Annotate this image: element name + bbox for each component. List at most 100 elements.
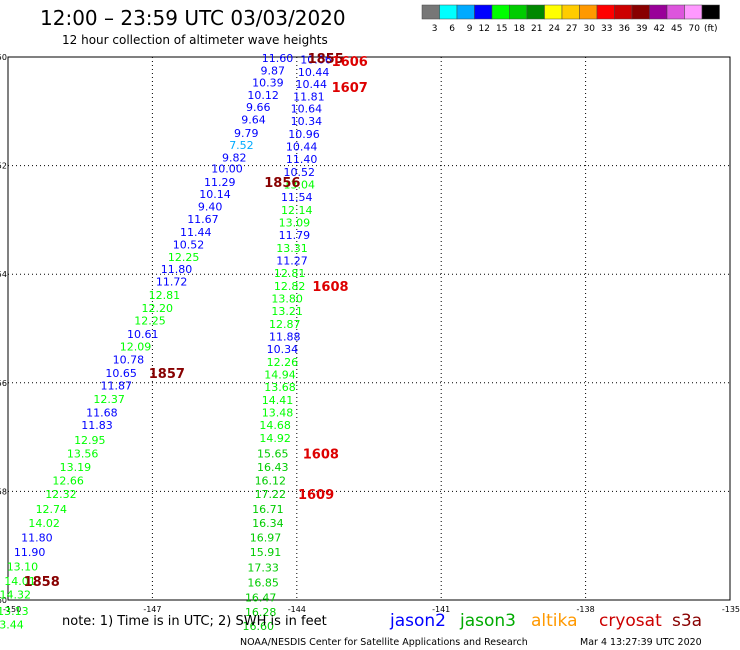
colorbar-swatch [631,4,650,20]
wave-height-label: 11.90 [14,546,46,559]
wave-height-label: 14.68 [259,419,291,432]
colorbar-swatch [491,4,510,20]
y-tick-label: -58 [0,487,7,496]
plot-frame [7,56,731,601]
pass-time-label: 1608 [312,280,348,295]
wave-height-label: 16.71 [252,503,284,516]
wave-height-label: 16.47 [245,591,277,604]
wave-height-label: 13.31 [276,242,308,255]
wave-height-label: 13.13 [0,605,29,618]
y-tick-label: -50 [0,53,7,62]
x-tick-label: -135 [722,605,740,614]
wave-height-label: 12.95 [74,434,106,447]
colorbar-swatch [666,4,685,20]
colorbar-swatch [474,4,493,20]
wave-height-label: 9.79 [234,127,259,140]
y-tick-label: -56 [0,379,7,388]
x-tick-label: -144 [288,605,306,614]
colorbar-label: (ft) [704,24,718,34]
colorbar-label: 45 [671,24,682,34]
wave-height-label: 12.25 [134,314,166,327]
wave-height-label: 13.09 [279,217,311,230]
wave-height-label: 13.04 [283,179,315,192]
wave-height-label: 16.60 [243,620,275,633]
colorbar-label: 15 [496,24,507,34]
footer-timestamp: Mar 4 13:27:39 UTC 2020 [580,637,702,648]
wave-height-label: 10.44 [298,66,330,79]
x-tick-label: -147 [143,605,161,614]
wave-height-label: 12.32 [45,488,77,501]
wave-height-label: 11.54 [281,191,313,204]
wave-height-label: 10.34 [267,343,299,356]
wave-height-label: 10.39 [252,77,284,90]
wave-height-label: 11.29 [204,176,236,189]
colorbar-swatch [456,4,475,20]
wave-height-label: 11.27 [276,255,308,268]
footer-note: note: 1) Time is in UTC; 2) SWH is in fe… [62,614,327,629]
wave-height-label: 9.87 [260,65,285,78]
wave-height-label: 12.81 [149,289,181,302]
x-tick-label: -138 [577,605,595,614]
pass-time-label: 1856 [264,176,300,191]
x-tick-label: -141 [432,605,450,614]
colorbar-label: 42 [654,24,665,34]
wave-height-label: 11.88 [269,331,301,344]
colorbar-swatch [614,4,633,20]
colorbar-label: 18 [514,24,526,34]
wave-height-label: 14.02 [28,517,60,530]
colorbar-swatch [509,4,528,20]
pass-time-label: 1607 [332,81,368,96]
wave-height-label: 10.52 [283,166,315,179]
wave-height-label: 10.96 [288,128,320,141]
colorbar-label: 33 [601,24,612,34]
wave-height-label: 16.85 [247,577,279,590]
wave-height-label: 16.12 [255,475,287,488]
wave-height-label: 12.25 [168,251,200,264]
wave-height-label: 14.41 [262,394,294,407]
wave-height-label: 13.10 [7,560,39,573]
wave-height-label: 11.79 [279,229,311,242]
wave-height-label: 12.74 [36,503,68,516]
pass-time-label: 1857 [149,367,185,382]
wave-height-label: 16.28 [245,606,277,619]
wave-height-label: 10.14 [199,188,231,201]
colorbar-label: 70 [689,24,701,34]
wave-height-label: 13.48 [262,407,294,420]
pass-time-label: 1609 [298,488,334,503]
y-tick-label: -52 [0,162,7,171]
wave-height-label: 10.12 [247,89,279,102]
colorbar-swatch [579,4,598,20]
colorbar-label: 30 [584,24,596,34]
colorbar-swatch [596,4,615,20]
wave-height-label: 13.19 [60,461,92,474]
wave-height-label: 12.82 [274,280,306,293]
wave-height-label: 14.01 [4,575,36,588]
wave-height-label: 14.32 [0,589,31,602]
colorbar-label: 27 [566,24,577,34]
wave-height-label: 15.91 [250,546,282,559]
wave-height-label: 10.06 [300,54,332,67]
colorbar-label: 24 [549,24,561,34]
pass-time-label: 1606 [332,55,368,70]
colorbar-label: 39 [636,24,648,34]
wave-height-label: 14.92 [259,432,291,445]
pass-time-label: 1608 [303,447,339,462]
wave-height-label: 12.14 [281,204,313,217]
wave-height-label: 13.80 [271,293,303,306]
colorbar-swatch [526,4,545,20]
y-tick-label: -54 [0,270,7,279]
legend-jason3: jason3 [459,611,516,631]
wave-height-label: 11.72 [156,275,188,288]
colorbar-label: 21 [531,24,542,34]
wave-height-label: 17.22 [255,488,287,501]
legend-jason2: jason2 [389,611,446,631]
pass-time-label: 1858 [24,575,60,590]
wave-height-label: 12.81 [274,267,306,280]
wave-height-label: 10.00 [211,162,243,175]
legend-altika: altika [531,611,578,631]
x-tick-label: -150 [3,605,21,614]
wave-height-label: 11.44 [180,226,212,239]
wave-height-label: 12.37 [93,393,125,406]
wave-height-label: 11.67 [187,213,219,226]
